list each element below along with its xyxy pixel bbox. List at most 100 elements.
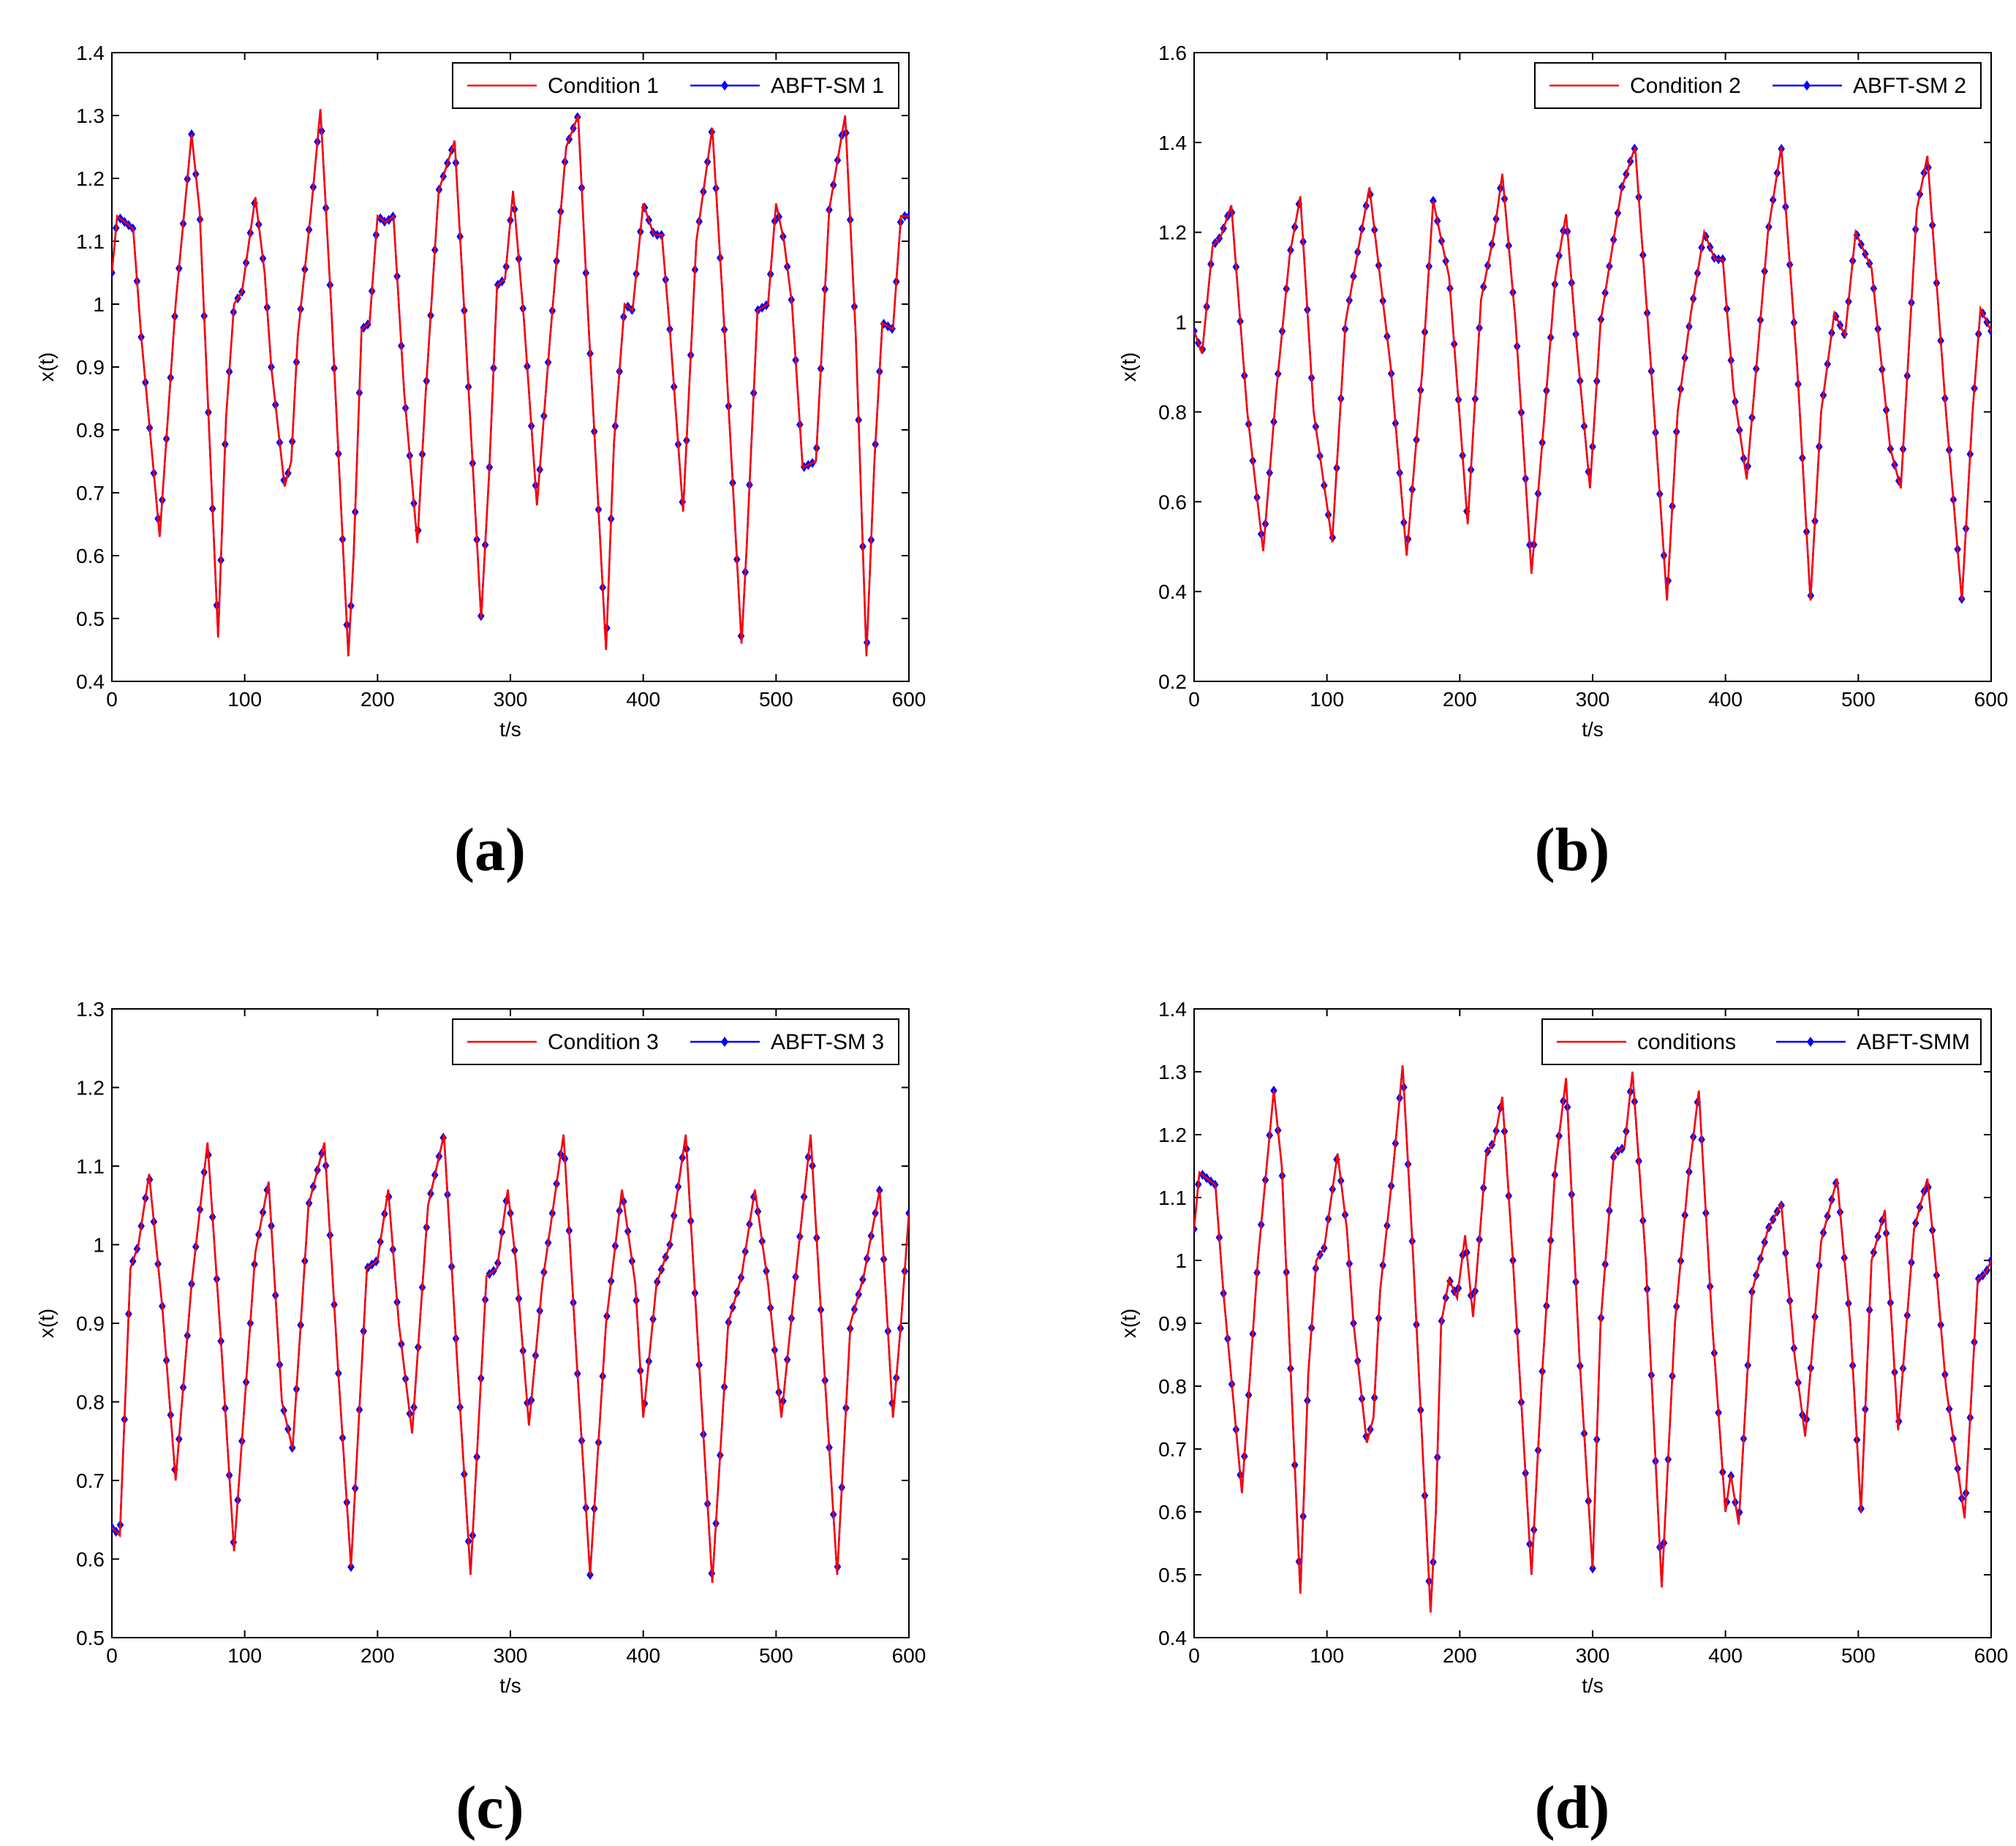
series-line bbox=[112, 1134, 909, 1583]
y-tick-label: 0.6 bbox=[1158, 1501, 1187, 1524]
y-tick-label: 1.2 bbox=[76, 167, 105, 190]
y-tick-label: 0.4 bbox=[1158, 1627, 1187, 1649]
y-axis-label: x(t) bbox=[1117, 352, 1140, 382]
x-axis-label: t/s bbox=[499, 718, 521, 741]
x-tick-label: 200 bbox=[360, 1644, 395, 1667]
x-tick-label: 100 bbox=[227, 1644, 262, 1667]
legend: Condition 1 ABFT-SM 1 bbox=[452, 62, 899, 109]
x-axis-label: t/s bbox=[1582, 1674, 1604, 1697]
y-axis-label: x(t) bbox=[35, 352, 58, 382]
y-tick-label: 1.1 bbox=[1158, 1187, 1187, 1209]
x-axis-label: t/s bbox=[499, 1674, 521, 1697]
y-tick-label: 0.7 bbox=[76, 482, 105, 504]
legend: Condition 3 ABFT-SM 3 bbox=[452, 1018, 899, 1065]
plot-area bbox=[1193, 52, 1992, 682]
x-tick-label: 100 bbox=[1310, 688, 1344, 711]
x-axis-label: t/s bbox=[1582, 718, 1604, 741]
x-tick-label: 500 bbox=[759, 688, 793, 711]
x-tick-label: 0 bbox=[106, 1644, 118, 1667]
x-tick-label: 600 bbox=[892, 688, 926, 711]
series-condition bbox=[112, 109, 909, 657]
x-tick-label: 300 bbox=[1576, 1644, 1610, 1667]
legend-marker-abft bbox=[1807, 1037, 1814, 1047]
y-tick-label: 0.8 bbox=[76, 419, 105, 442]
legend-marker-abft bbox=[721, 1037, 728, 1047]
panel-label: (c) bbox=[456, 1774, 524, 1842]
legend-label-abft: ABFT-SM 3 bbox=[771, 1030, 884, 1054]
legend-label-abft: ABFT-SM 2 bbox=[1853, 74, 1966, 98]
y-tick-label: 1.4 bbox=[1158, 998, 1187, 1021]
series-condition bbox=[1194, 1065, 1991, 1613]
y-tick-label: 0.8 bbox=[1158, 401, 1187, 423]
y-tick-label: 0.6 bbox=[1158, 491, 1187, 513]
y-tick-label: 1.3 bbox=[76, 998, 105, 1021]
y-tick-label: 1.4 bbox=[1158, 132, 1187, 154]
chart-panel-c: 0 100 200 300 400 500 600 0.5 0.6 0.7 0.8 0.9 1 1.1 1.… bbox=[35, 998, 926, 1842]
legend-label-condition: conditions bbox=[1637, 1030, 1736, 1054]
y-tick-label: 1.1 bbox=[76, 230, 105, 253]
x-tick-label: 400 bbox=[626, 1644, 660, 1667]
y-tick-label: 1.2 bbox=[1158, 1124, 1187, 1146]
y-tick-label: 0.7 bbox=[76, 1469, 105, 1492]
y-tick-label: 1.1 bbox=[76, 1155, 105, 1178]
y-tick-label: 1.2 bbox=[1158, 222, 1187, 244]
legend-label-condition: Condition 2 bbox=[1630, 74, 1741, 98]
x-tick-label: 600 bbox=[1974, 688, 2009, 711]
x-tick-label: 300 bbox=[494, 1644, 528, 1667]
x-tick-label: 400 bbox=[1708, 1644, 1743, 1667]
series-condition bbox=[112, 1134, 909, 1583]
x-tick-label: 500 bbox=[1841, 688, 1876, 711]
x-tick-label: 500 bbox=[1841, 1644, 1876, 1667]
y-tick-label: 1.2 bbox=[76, 1077, 105, 1100]
series-condition bbox=[1194, 146, 1991, 601]
y-tick-label: 0.5 bbox=[1158, 1564, 1187, 1586]
legend-marker-abft bbox=[1803, 80, 1811, 91]
y-tick-label: 0.4 bbox=[1158, 580, 1187, 603]
x-tick-label: 100 bbox=[227, 688, 262, 711]
panel-label: (a) bbox=[454, 816, 526, 884]
y-tick-label: 0.5 bbox=[76, 608, 105, 630]
legend-label-abft: ABFT-SM 1 bbox=[771, 74, 884, 98]
plot-area bbox=[111, 1008, 910, 1638]
y-tick-label: 0.6 bbox=[76, 545, 105, 567]
y-tick-label: 1 bbox=[93, 293, 105, 316]
y-tick-label: 0.9 bbox=[76, 356, 105, 379]
y-tick-label: 1.3 bbox=[1158, 1061, 1187, 1083]
x-tick-label: 600 bbox=[892, 1644, 926, 1667]
series-line bbox=[112, 109, 909, 657]
legend-label-abft: ABFT-SMM bbox=[1857, 1030, 1970, 1054]
y-tick-label: 0.8 bbox=[76, 1391, 105, 1414]
y-tick-label: 1 bbox=[93, 1234, 105, 1257]
x-tick-label: 0 bbox=[1188, 1644, 1200, 1667]
y-tick-label: 0.5 bbox=[76, 1627, 105, 1649]
x-tick-label: 0 bbox=[106, 688, 118, 711]
legend-label-condition: Condition 3 bbox=[548, 1030, 659, 1054]
y-tick-label: 0.4 bbox=[76, 670, 105, 693]
y-tick-label: 1 bbox=[1175, 1249, 1187, 1272]
plot-area bbox=[111, 52, 910, 682]
y-tick-label: 0.7 bbox=[1158, 1438, 1187, 1461]
legend-label-condition: Condition 1 bbox=[548, 74, 659, 98]
y-axis-label: x(t) bbox=[1117, 1309, 1140, 1338]
data-marker bbox=[112, 1522, 116, 1533]
y-tick-label: 0.8 bbox=[1158, 1375, 1187, 1398]
x-tick-label: 500 bbox=[759, 1644, 793, 1667]
series-line bbox=[1194, 146, 1991, 601]
x-tick-label: 300 bbox=[494, 688, 528, 711]
x-tick-label: 200 bbox=[1443, 688, 1477, 711]
x-tick-label: 200 bbox=[1443, 1644, 1477, 1667]
y-tick-label: 1.6 bbox=[1158, 42, 1187, 64]
y-tick-label: 0.9 bbox=[1158, 1312, 1187, 1335]
series-line bbox=[1194, 1065, 1991, 1613]
x-tick-label: 100 bbox=[1310, 1644, 1344, 1667]
y-tick-label: 0.6 bbox=[76, 1548, 105, 1571]
legend: conditions ABFT-SMM bbox=[1541, 1018, 1982, 1065]
panel-label: (d) bbox=[1535, 1774, 1610, 1842]
chart-panel-b: 0 100 200 300 400 500 600 0.2 0.4 0.6 0.8 1 1.2 1.4 1.… bbox=[1117, 42, 2008, 884]
legend-box bbox=[452, 62, 899, 109]
x-tick-label: 300 bbox=[1576, 688, 1610, 711]
legend-marker-abft bbox=[721, 80, 728, 91]
y-axis-label: x(t) bbox=[35, 1309, 58, 1338]
y-tick-label: 1.3 bbox=[76, 105, 105, 127]
